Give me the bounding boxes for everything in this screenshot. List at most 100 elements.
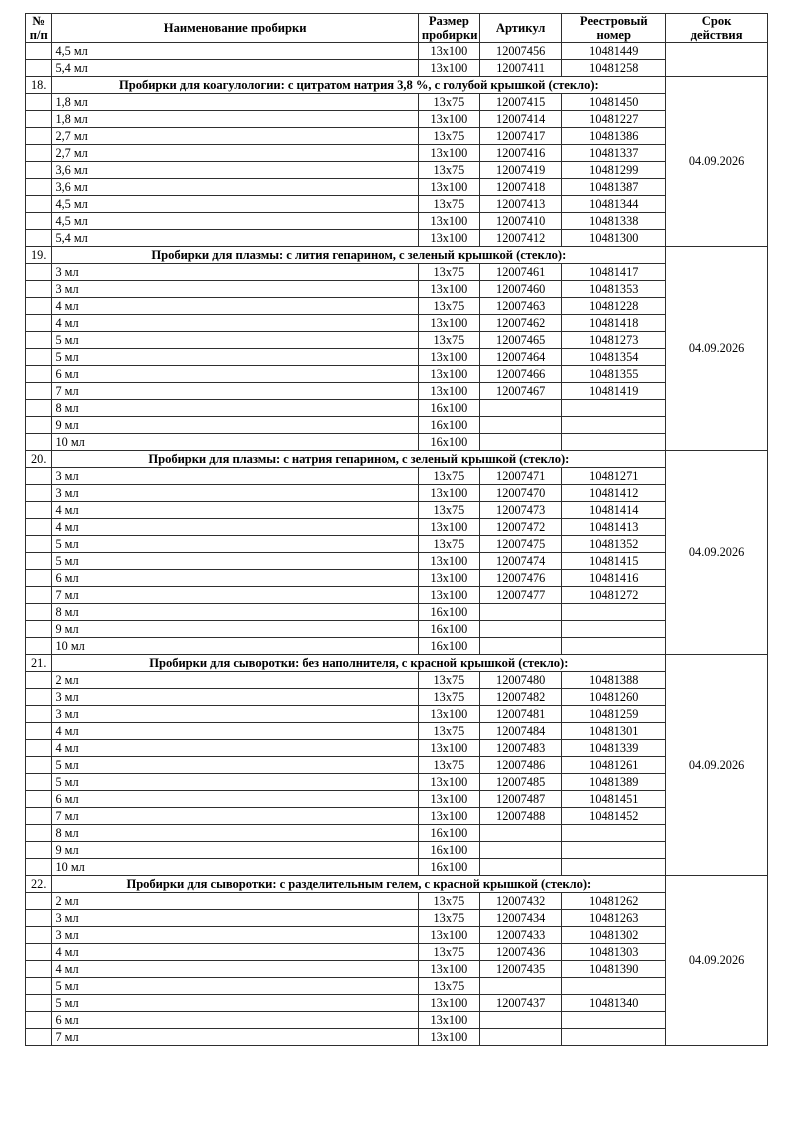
cell-article: 12007437 [478, 994, 563, 1013]
cell-number [24, 331, 53, 350]
cell-registry [561, 603, 667, 622]
cell-article: 12007476 [478, 569, 563, 588]
cell-name: 4 мл [51, 297, 419, 316]
table-row: 7 мл 13х100 12007488 10481452 [24, 807, 768, 826]
cell-size: 13х75 [417, 263, 480, 282]
cell-number [24, 824, 53, 843]
cell-size: 13х75 [417, 892, 480, 911]
cell-registry: 10481271 [561, 467, 667, 486]
cell-article: 12007432 [478, 892, 563, 911]
table-row: 6 мл 13х100 12007466 10481355 [24, 365, 768, 384]
cell-article: 12007465 [478, 331, 563, 350]
cell-registry: 10481258 [561, 59, 667, 78]
table-row: 9 мл 16х100 [24, 841, 768, 860]
cell-number [24, 773, 53, 792]
cell-size: 13х75 [417, 535, 480, 554]
cell-size: 13х75 [417, 977, 480, 996]
cell-registry: 10481390 [561, 960, 667, 979]
cell-registry: 10481260 [561, 688, 667, 707]
cell-size: 13х100 [417, 552, 480, 571]
cell-size: 13х100 [417, 144, 480, 163]
cell-number [24, 518, 53, 537]
table-row: 4 мл 13х100 12007472 10481413 [24, 518, 768, 537]
cell-name: 5 мл [51, 994, 419, 1013]
cell-registry: 10481416 [561, 569, 667, 588]
table-header: № п/п Наименование пробирки Размер проби… [24, 12, 768, 44]
cell-size: 16х100 [417, 841, 480, 860]
section-header-row: 18. Пробирки для коагулологии: с цитратом… [24, 76, 768, 248]
table-row: 4 мл 13х75 12007463 10481228 [24, 297, 768, 316]
cell-article [478, 1011, 563, 1030]
table-row: 4 мл 13х75 12007484 10481301 [24, 722, 768, 741]
cell-article: 12007412 [478, 229, 563, 248]
cell-number [24, 229, 53, 248]
table-row: 3,6 мл 13х100 12007418 10481387 [24, 178, 768, 197]
cell-registry: 10481389 [561, 773, 667, 792]
cell-size: 13х100 [417, 926, 480, 945]
table-row: 8 мл 16х100 [24, 603, 768, 622]
cell-article [478, 620, 563, 639]
cell-article: 12007464 [478, 348, 563, 367]
cell-article: 12007487 [478, 790, 563, 809]
column-header-term: Срок действия [665, 12, 768, 44]
table-row: 4,5 мл 13х100 12007410 10481338 [24, 212, 768, 231]
cell-article: 12007460 [478, 280, 563, 299]
cell-number [24, 42, 53, 61]
cell-article: 12007414 [478, 110, 563, 129]
cell-article: 12007410 [478, 212, 563, 231]
cell-size: 13х100 [417, 807, 480, 826]
cell-size: 13х100 [417, 59, 480, 78]
cell-registry [561, 433, 667, 452]
cell-registry: 10481263 [561, 909, 667, 928]
cell-name: 4 мл [51, 518, 419, 537]
cell-registry: 10481339 [561, 739, 667, 758]
cell-size: 16х100 [417, 620, 480, 639]
cell-registry: 10481299 [561, 161, 667, 180]
table-row: 3 мл 13х75 12007471 10481271 [24, 467, 768, 486]
section-number: 21. [24, 654, 53, 673]
cell-number [24, 926, 53, 945]
cell-size: 16х100 [417, 637, 480, 656]
cell-size: 13х100 [417, 518, 480, 537]
table-row: 8 мл 16х100 [24, 399, 768, 418]
cell-size: 13х75 [417, 161, 480, 180]
cell-registry [561, 416, 667, 435]
cell-name: 9 мл [51, 416, 419, 435]
table-row: 6 мл 13х100 12007476 10481416 [24, 569, 768, 588]
cell-number [24, 144, 53, 163]
cell-article: 12007471 [478, 467, 563, 486]
table-row: 3,6 мл 13х75 12007419 10481299 [24, 161, 768, 180]
cell-registry: 10481272 [561, 586, 667, 605]
cell-size: 13х75 [417, 195, 480, 214]
cell-size: 13х100 [417, 280, 480, 299]
cell-article: 12007473 [478, 501, 563, 520]
cell-name: 8 мл [51, 824, 419, 843]
table-row: 3 мл 13х100 12007470 10481412 [24, 484, 768, 503]
cell-name: 3 мл [51, 484, 419, 503]
table-row: 6 мл 13х100 [24, 1011, 768, 1030]
table-row: 2,7 мл 13х100 12007416 10481337 [24, 144, 768, 163]
cell-name: 3 мл [51, 909, 419, 928]
cell-registry [561, 399, 667, 418]
cell-registry: 10481387 [561, 178, 667, 197]
cell-registry [561, 1028, 667, 1047]
cell-article: 12007472 [478, 518, 563, 537]
tube-specification-table: № п/п Наименование пробирки Размер проби… [24, 12, 768, 1047]
cell-number [24, 297, 53, 316]
cell-article: 12007467 [478, 382, 563, 401]
table-row: 4 мл 13х100 12007483 10481339 [24, 739, 768, 758]
cell-size: 13х100 [417, 178, 480, 197]
cell-registry: 10481352 [561, 535, 667, 554]
cell-size: 13х100 [417, 382, 480, 401]
cell-registry: 10481354 [561, 348, 667, 367]
cell-number [24, 943, 53, 962]
cell-registry: 10481340 [561, 994, 667, 1013]
cell-name: 7 мл [51, 1028, 419, 1047]
cell-name: 6 мл [51, 569, 419, 588]
cell-name: 6 мл [51, 1011, 419, 1030]
cell-registry: 10481303 [561, 943, 667, 962]
cell-article: 12007474 [478, 552, 563, 571]
cell-size: 13х75 [417, 501, 480, 520]
cell-term [665, 42, 768, 78]
